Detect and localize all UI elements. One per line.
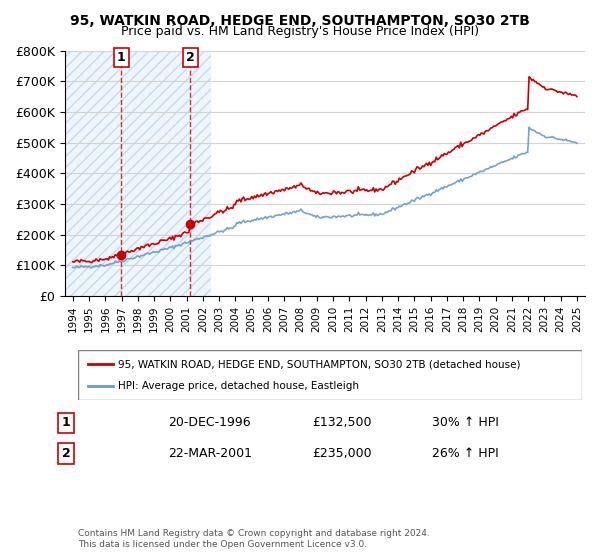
Text: 2: 2 (186, 51, 194, 64)
Text: 1: 1 (117, 51, 125, 64)
Bar (65, 51, 211, 296)
Text: 1: 1 (62, 416, 70, 430)
Text: 30% ↑ HPI: 30% ↑ HPI (432, 416, 499, 430)
Text: Contains HM Land Registry data © Crown copyright and database right 2024.
This d: Contains HM Land Registry data © Crown c… (78, 529, 430, 549)
Text: 26% ↑ HPI: 26% ↑ HPI (432, 447, 499, 460)
Text: HPI: Average price, detached house, Eastleigh: HPI: Average price, detached house, East… (118, 381, 359, 391)
Text: 95, WATKIN ROAD, HEDGE END, SOUTHAMPTON, SO30 2TB (detached house): 95, WATKIN ROAD, HEDGE END, SOUTHAMPTON,… (118, 359, 521, 369)
Text: £132,500: £132,500 (312, 416, 371, 430)
Text: 2: 2 (62, 447, 70, 460)
Text: £235,000: £235,000 (312, 447, 371, 460)
Text: 20-DEC-1996: 20-DEC-1996 (168, 416, 251, 430)
Text: 95, WATKIN ROAD, HEDGE END, SOUTHAMPTON, SO30 2TB: 95, WATKIN ROAD, HEDGE END, SOUTHAMPTON,… (70, 14, 530, 28)
Text: Price paid vs. HM Land Registry's House Price Index (HPI): Price paid vs. HM Land Registry's House … (121, 25, 479, 38)
FancyBboxPatch shape (78, 350, 582, 400)
Text: 22-MAR-2001: 22-MAR-2001 (168, 447, 252, 460)
